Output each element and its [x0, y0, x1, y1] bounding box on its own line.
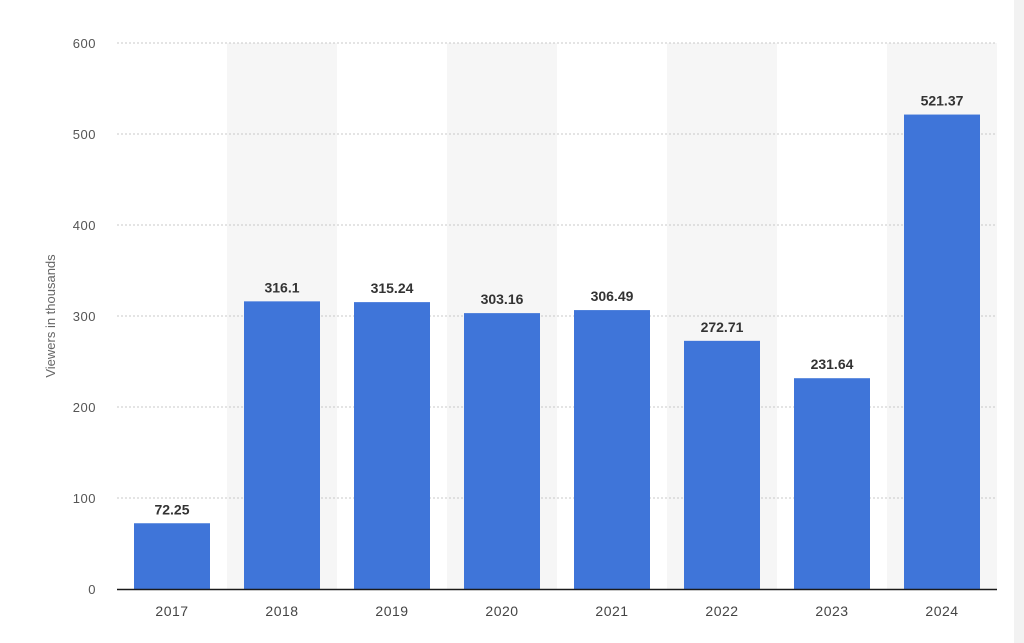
- bar-2019: [354, 302, 430, 589]
- data-label-2018: 316.1: [264, 279, 299, 295]
- bar-2017: [134, 523, 210, 589]
- bar-2023: [794, 378, 870, 589]
- x-tick-label-2019: 2019: [375, 603, 408, 619]
- bar-2020: [464, 313, 540, 589]
- bar-2024: [904, 114, 980, 590]
- data-label-2024: 521.37: [921, 93, 964, 109]
- data-label-2023: 231.64: [811, 356, 854, 372]
- data-labels: 72.25 316.1 315.24 303.16 306.49 272.71 231.64…: [154, 93, 963, 518]
- data-label-2019: 315.24: [371, 280, 414, 296]
- y-axis-ticks: 0 100 200 300 400 500 600: [73, 36, 96, 597]
- x-tick-label-2018: 2018: [265, 603, 298, 619]
- y-tick-label-0: 0: [88, 582, 96, 597]
- x-tick-label-2024: 2024: [925, 603, 958, 619]
- bar-2022: [684, 340, 760, 589]
- bar-2021: [574, 310, 650, 589]
- y-tick-label-300: 300: [73, 309, 96, 324]
- data-label-2017: 72.25: [154, 501, 189, 517]
- data-label-2021: 306.49: [591, 288, 634, 304]
- y-axis-title: Viewers in thousands: [43, 254, 58, 378]
- x-axis-ticks: 2017 2018 2019 2020 2021 2022 2023 2024: [155, 603, 958, 619]
- x-tick-label-2017: 2017: [155, 603, 188, 619]
- y-tick-label-400: 400: [73, 218, 96, 233]
- y-tick-label-500: 500: [73, 127, 96, 142]
- bars: [134, 114, 980, 590]
- x-tick-label-2021: 2021: [595, 603, 628, 619]
- data-label-2020: 303.16: [481, 291, 524, 307]
- x-tick-label-2023: 2023: [815, 603, 848, 619]
- bar-2018: [244, 301, 320, 589]
- x-tick-label-2020: 2020: [485, 603, 518, 619]
- y-tick-label-100: 100: [73, 491, 96, 506]
- y-tick-label-600: 600: [73, 36, 96, 51]
- y-tick-label-200: 200: [73, 400, 96, 415]
- page-edge-strip: [1014, 0, 1024, 643]
- x-tick-label-2022: 2022: [705, 603, 738, 619]
- data-label-2022: 272.71: [701, 319, 744, 335]
